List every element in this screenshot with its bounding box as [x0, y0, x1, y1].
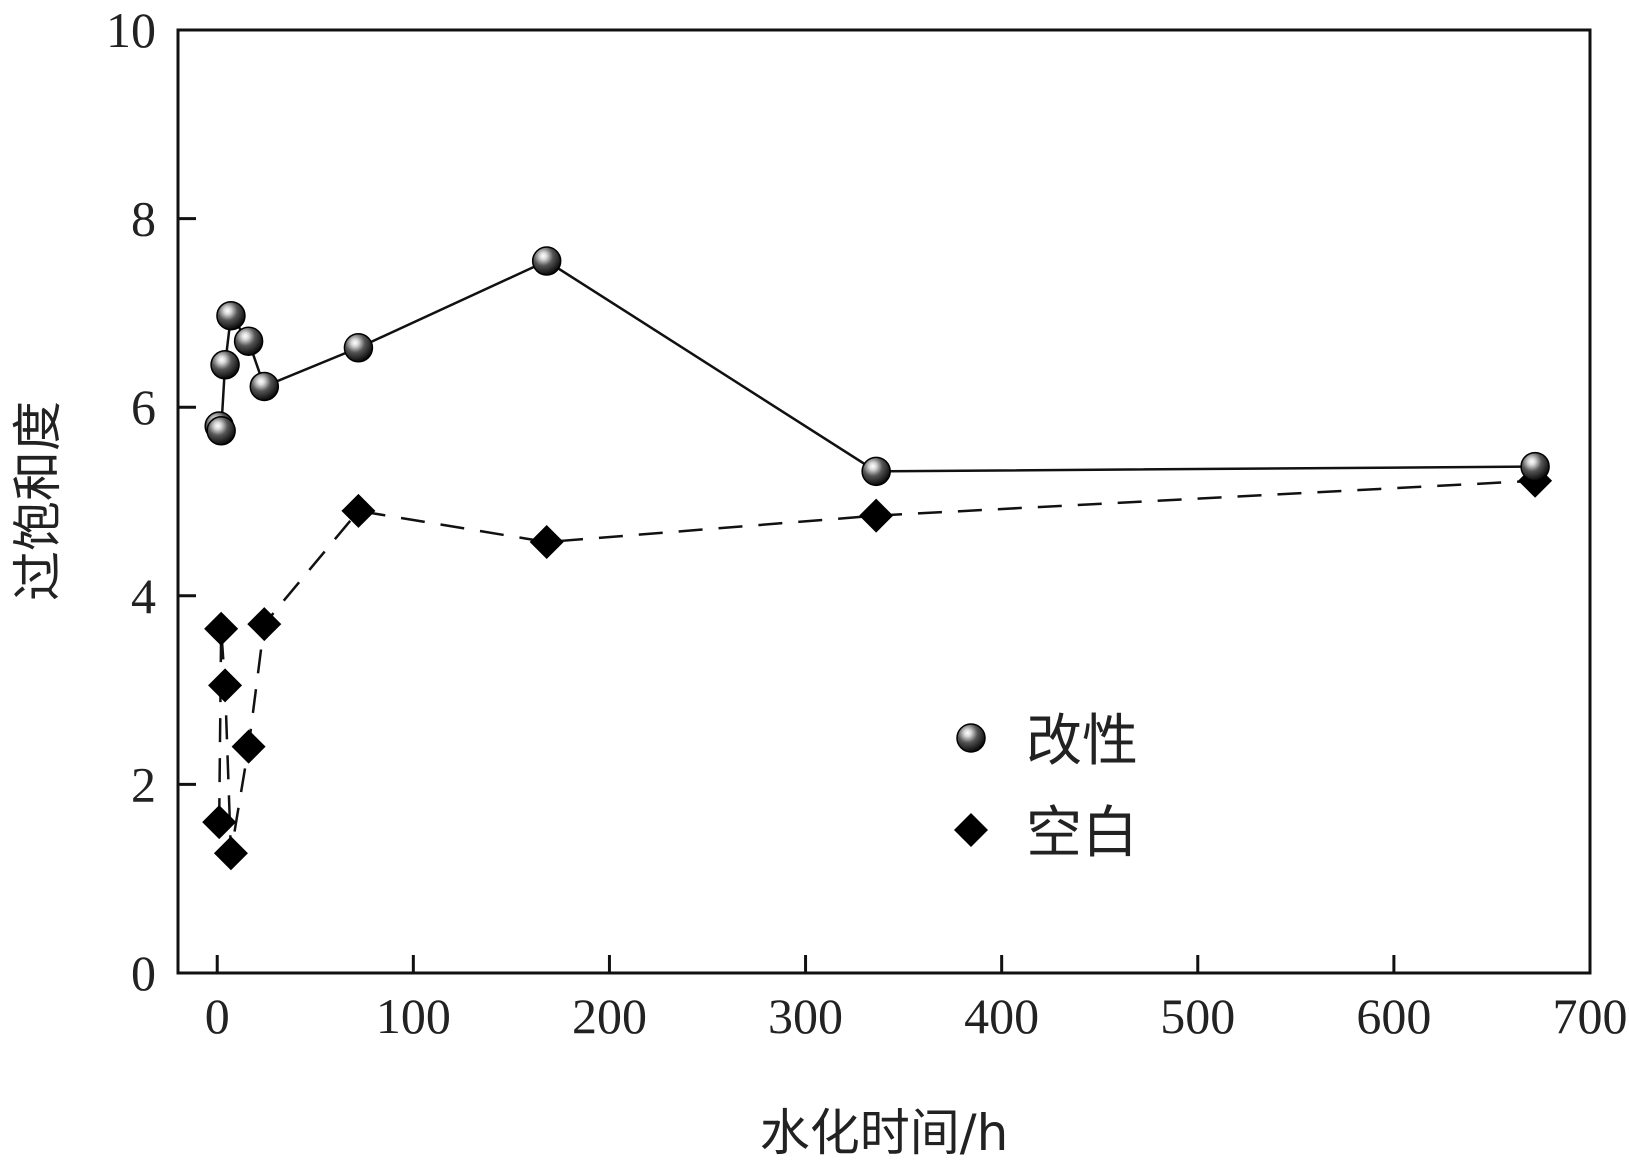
series-line-blank: [217, 479, 1536, 854]
point-modified: [233, 326, 264, 356]
point-modified: [216, 300, 246, 331]
point-blank: [213, 836, 248, 871]
x-axis: 0 100 200 300 400 500 600 700: [205, 955, 1628, 1044]
x-tick-label: 200: [572, 988, 647, 1044]
point-modified: [1520, 451, 1550, 482]
legend-label-modified: 改性: [1026, 709, 1138, 774]
point-blank: [247, 607, 282, 642]
x-tick-label: 400: [964, 988, 1039, 1044]
y-axis-title: 过饱和度: [9, 401, 67, 601]
y-tick-label: 8: [131, 191, 156, 247]
point-modified: [249, 371, 280, 402]
point-blank: [341, 493, 376, 528]
point-blank: [204, 611, 239, 646]
plot-frame: [176, 28, 1592, 975]
point-modified: [210, 350, 240, 380]
point-blank: [529, 525, 564, 560]
x-tick-label: 100: [376, 988, 451, 1044]
x-tick-label: 600: [1356, 988, 1431, 1044]
y-tick-label: 6: [131, 379, 156, 435]
y-tick-label: 10: [106, 2, 156, 58]
point-modified: [861, 456, 891, 487]
x-tick-label: 700: [1553, 988, 1628, 1044]
y-tick-label: 0: [131, 945, 156, 1001]
x-tick-label: 300: [768, 988, 843, 1044]
series-line-modified: [218, 259, 1536, 473]
y-axis: 0 2 4 6 8 10: [106, 2, 196, 1001]
series-layer: [202, 246, 1553, 871]
y-tick-label: 4: [131, 568, 156, 624]
point-modified: [343, 333, 374, 363]
point-blank: [202, 805, 237, 840]
point-blank: [208, 668, 243, 703]
point-modified: [206, 416, 236, 446]
legend-marker-blank: [954, 813, 988, 847]
x-axis-title: 水化时间/h: [760, 1104, 1009, 1162]
legend: 改性 空白: [954, 709, 1138, 866]
legend-label-blank: 空白: [1026, 801, 1138, 866]
y-tick-label: 2: [131, 756, 156, 812]
x-tick-label: 0: [205, 988, 230, 1044]
x-tick-label: 500: [1160, 988, 1235, 1044]
point-blank: [231, 729, 266, 764]
legend-marker-modified: [956, 723, 986, 753]
point-modified: [531, 246, 562, 276]
point-blank: [859, 498, 894, 533]
